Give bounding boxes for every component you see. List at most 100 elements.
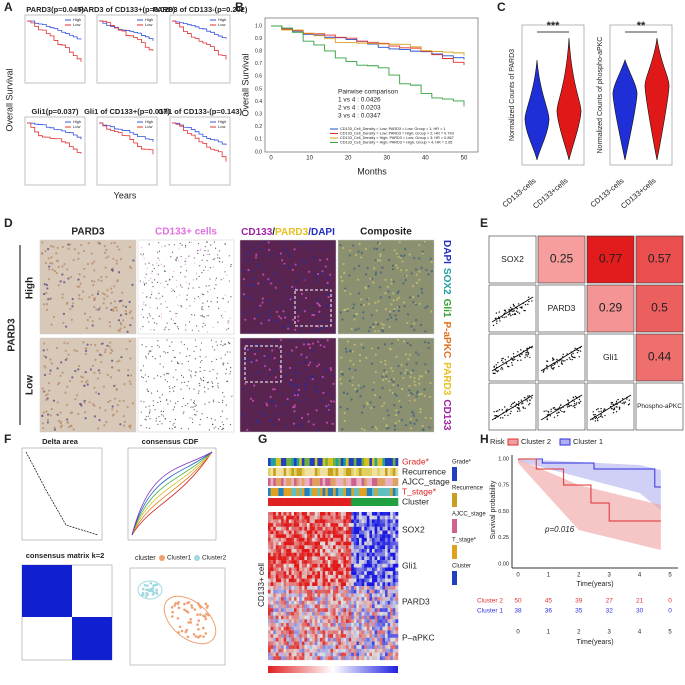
heatmap-cell: [356, 615, 360, 620]
heatmap-cell: [268, 597, 271, 601]
heatmap-cell: [340, 512, 344, 516]
heatmap-cell: [366, 567, 370, 572]
heatmap-cell: [333, 519, 336, 524]
heatmap-cell: [270, 574, 274, 579]
annotation-label: AJCC_stage: [402, 476, 450, 486]
texture-dot: [311, 350, 314, 353]
texture-dot: [220, 340, 222, 342]
heatmap-cell: [374, 589, 378, 594]
texture-dot: [394, 414, 398, 417]
texture-dot: [227, 362, 229, 364]
texture-dot: [221, 401, 224, 403]
heatmap-cell: [281, 637, 284, 642]
cluster-dot: [205, 606, 209, 609]
heatmap-cell: [314, 626, 318, 631]
heatmap-cell: [351, 515, 355, 520]
heatmap-cell: [327, 563, 331, 568]
heatmap-cell: [361, 563, 365, 568]
heatmap-cell: [299, 563, 303, 568]
texture-dot: [158, 416, 160, 418]
texture-dot: [180, 388, 182, 390]
texture-dot: [145, 355, 147, 357]
annotation-cell: [343, 468, 347, 476]
heatmap-cell: [286, 537, 290, 542]
heatmap-cell: [294, 652, 297, 657]
heatmap-cell: [382, 589, 386, 594]
scatter-dot: [600, 413, 602, 416]
cluster-dot: [178, 625, 182, 629]
annotation-cell: [317, 458, 321, 466]
texture-dot: [388, 310, 392, 313]
texture-dot: [126, 405, 129, 409]
annotation-cell: [361, 488, 365, 496]
heatmap-cell: [299, 512, 303, 516]
heatmap-cell: [356, 512, 360, 516]
heatmap-cell: [333, 615, 336, 620]
heatmap-cell: [333, 597, 336, 601]
heatmap-cell: [314, 560, 318, 564]
heatmap-cell: [283, 549, 287, 553]
heatmap-cell: [395, 549, 399, 553]
heatmap-cell: [291, 556, 295, 561]
heatmap-cell: [382, 549, 386, 553]
heatmap-cell: [281, 563, 284, 568]
significance: ***: [547, 20, 561, 32]
heatmap-cell: [299, 515, 303, 520]
zoom-box: [294, 289, 332, 327]
scatter-dot: [568, 357, 571, 359]
x-tick-label: 5: [668, 630, 672, 636]
heatmap-cell: [377, 530, 381, 535]
texture-dot: [85, 327, 88, 330]
heatmap-cell: [392, 593, 396, 598]
texture-dot: [323, 345, 326, 348]
annotation-cell: [377, 468, 381, 476]
risk-count: 32: [606, 608, 614, 615]
heatmap-cell: [299, 534, 303, 538]
heatmap-cell: [395, 634, 399, 638]
heatmap-cell: [320, 611, 323, 616]
plot-frame: [521, 24, 585, 166]
heatmap-cell: [382, 556, 386, 561]
scatter-dot: [572, 396, 575, 399]
heatmap-cell: [374, 556, 378, 561]
annotation-cell: [385, 498, 388, 506]
heatmap-cell: [281, 645, 284, 649]
heatmap-cell: [346, 582, 349, 587]
annotation-cell: [338, 478, 342, 486]
texture-dot: [388, 325, 391, 328]
heatmap-cell: [348, 604, 352, 609]
heatmap-cell: [374, 611, 378, 616]
heatmap-cell: [369, 641, 373, 646]
heatmap-cell: [374, 515, 378, 520]
texture-dot: [164, 286, 166, 288]
annotation-cell: [382, 458, 386, 466]
heatmap-cell: [377, 634, 381, 638]
cluster-dot: [185, 628, 189, 632]
texture-dot: [313, 272, 316, 275]
x-tick-label: 5: [668, 573, 672, 579]
heatmap-cell: [382, 515, 386, 520]
heatmap-cell: [299, 645, 303, 649]
texture-dot: [166, 339, 168, 341]
heatmap-cell: [327, 552, 331, 557]
plot-frame: [169, 14, 231, 84]
heatmap-cell: [392, 582, 396, 587]
texture-dot: [370, 314, 373, 317]
texture-dot: [286, 397, 289, 401]
heatmap-cell: [314, 634, 318, 638]
texture-dot: [426, 305, 429, 308]
texture-dot: [176, 379, 178, 381]
texture-dot: [321, 327, 324, 330]
heatmap-cell: [385, 611, 388, 616]
texture-dot: [248, 283, 251, 287]
texture-dot: [360, 427, 363, 430]
texture-dot: [53, 426, 56, 429]
texture-dot: [423, 240, 426, 244]
heatmap-cell: [361, 586, 365, 590]
axis-title: Normalized Counts of phospho-aPKC: [597, 37, 604, 154]
heatmap-cell: [338, 641, 342, 646]
scatter-dot: [497, 361, 499, 364]
texture-dot: [183, 381, 186, 383]
heatmap-cell: [291, 560, 295, 564]
heatmap-cell: [294, 537, 297, 542]
